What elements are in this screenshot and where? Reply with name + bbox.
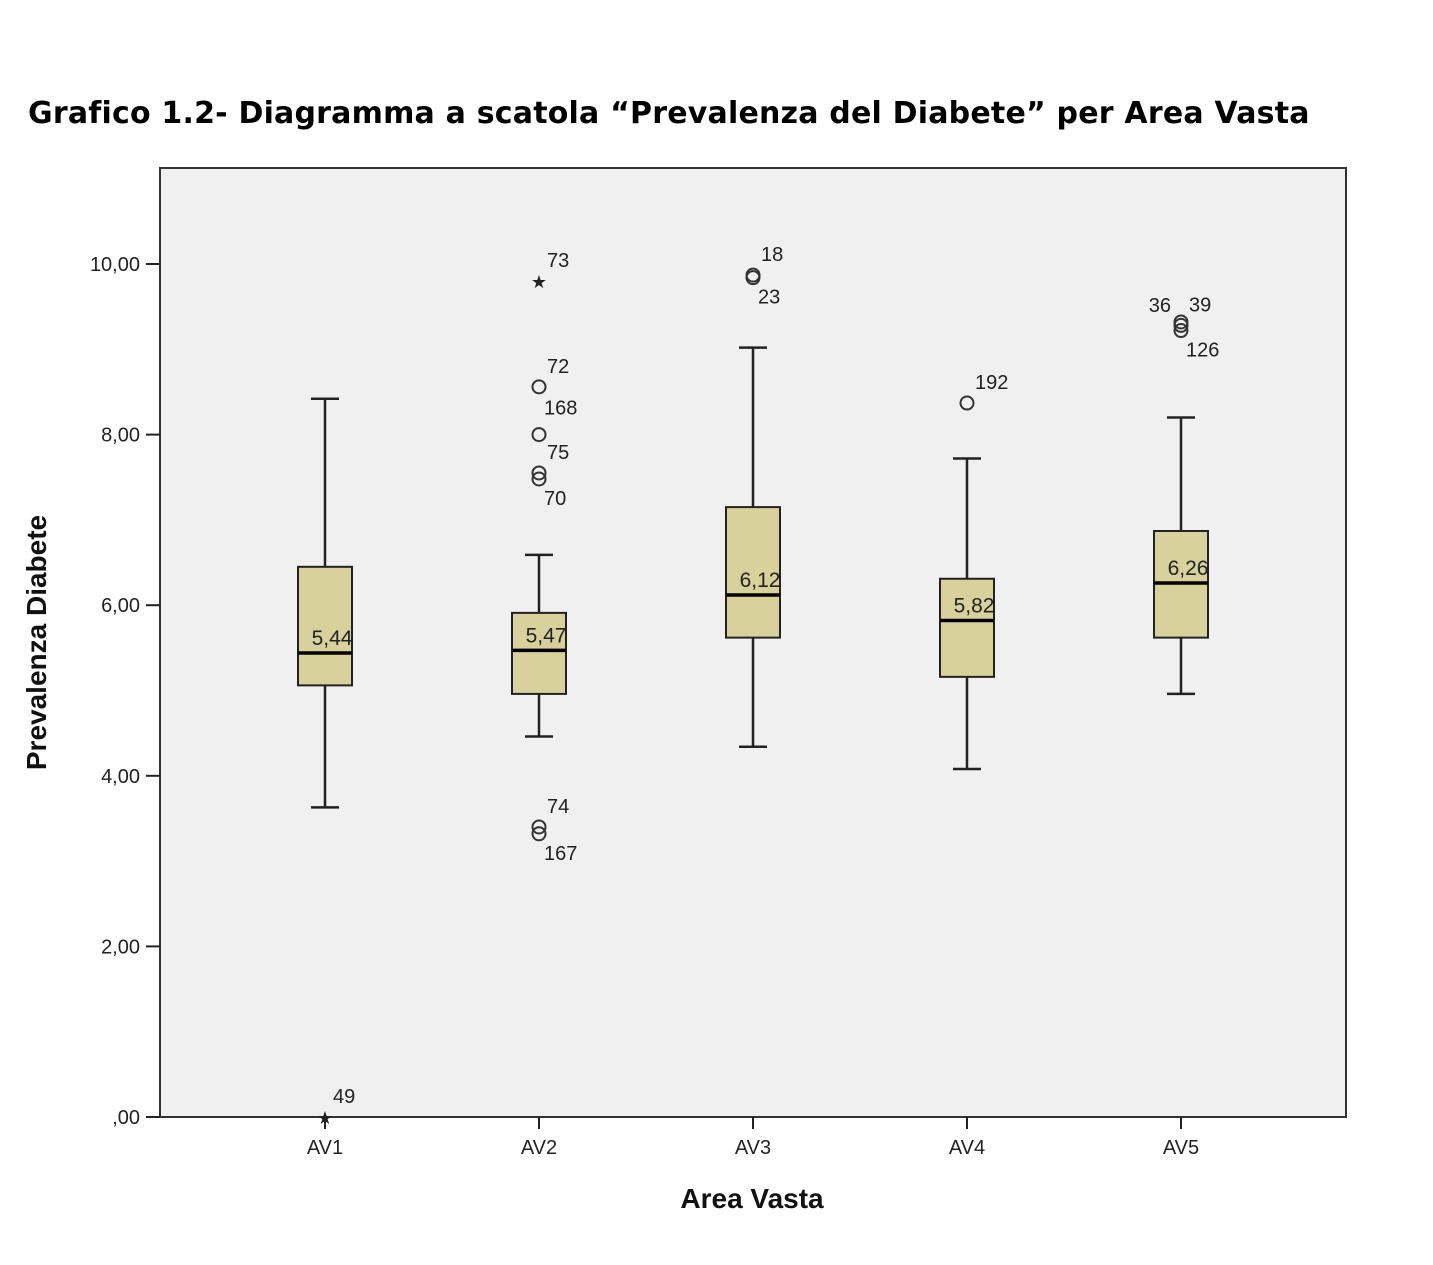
outlier-label: 18 (761, 244, 783, 266)
outlier-marker (531, 826, 547, 842)
outlier-marker (1173, 317, 1189, 333)
outlier-marker (531, 379, 547, 395)
outlier-marker (959, 395, 975, 411)
median-label: 5,44 (312, 627, 353, 650)
outlier-label: 75 (547, 442, 569, 464)
box (297, 565, 353, 687)
outlier-marker (531, 465, 547, 481)
x-axis-title: Area Vasta (680, 1183, 824, 1214)
outlier-label: 39 (1189, 294, 1211, 316)
outlier-label: 74 (547, 796, 569, 818)
y-tick-label: 10,00 (90, 254, 140, 276)
y-axis: ,00 2,00 4,00 6,00 8,00 10,00 (90, 254, 160, 1129)
outlier-label: 36 (1149, 295, 1171, 317)
y-tick-label: 8,00 (101, 425, 140, 447)
extreme-outlier-marker: ★ (531, 272, 547, 293)
outlier-marker (531, 819, 547, 835)
x-tick-label: AV2 (521, 1137, 557, 1159)
box (725, 506, 781, 639)
box-group-av5: 6,26 36 39 126 (1149, 294, 1219, 696)
boxes: 5,44★495,47★73721687570741676,1218235,82… (297, 244, 1219, 1129)
x-tick-label: AV3 (735, 1137, 771, 1159)
outlier-marker (745, 270, 761, 286)
outlier-label: 126 (1186, 340, 1219, 362)
box (511, 611, 567, 695)
extreme-outlier-marker: ★ (317, 1108, 333, 1129)
box-group-av3: 6,12 18 23 (725, 244, 783, 749)
outlier-marker (1173, 323, 1189, 339)
page-title: Grafico 1.2- Diagramma a scatola “Preval… (28, 96, 1310, 131)
y-tick-label: 4,00 (101, 766, 140, 788)
x-axis: AV1 AV2 AV3 AV4 AV5 (307, 1117, 1199, 1159)
outlier-marker (531, 471, 547, 487)
outlier-label: 23 (758, 287, 780, 309)
y-tick-label: 2,00 (101, 936, 140, 958)
y-axis-title: Prevalenza Diabete (21, 515, 52, 770)
median-label: 6,12 (740, 569, 781, 592)
median-label: 6,26 (1168, 557, 1209, 580)
box-group-av1: 5,44 ★49 (297, 397, 355, 1129)
outlier-label: 73 (547, 250, 569, 272)
median-label: 5,82 (954, 595, 995, 618)
median-label: 5,47 (526, 624, 567, 647)
outlier-label: 192 (975, 372, 1008, 394)
box-group-av2: 5,47 ★73 72 168 75 70 74 167 (511, 250, 577, 865)
y-tick-label: 6,00 (101, 595, 140, 617)
x-tick-label: AV1 (307, 1137, 343, 1159)
y-tick-label: ,00 (112, 1107, 140, 1129)
outlier-label: 167 (544, 843, 577, 865)
outlier-label: 168 (544, 398, 577, 420)
outlier-label: 72 (547, 356, 569, 378)
outlier-marker (531, 427, 547, 443)
outlier-label: 49 (333, 1086, 355, 1108)
outlier-label: 70 (544, 488, 566, 510)
x-tick-label: AV4 (949, 1137, 985, 1159)
x-tick-label: AV5 (1163, 1137, 1199, 1159)
box (939, 577, 995, 678)
box-group-av4: 5,82 192 (939, 372, 1008, 771)
